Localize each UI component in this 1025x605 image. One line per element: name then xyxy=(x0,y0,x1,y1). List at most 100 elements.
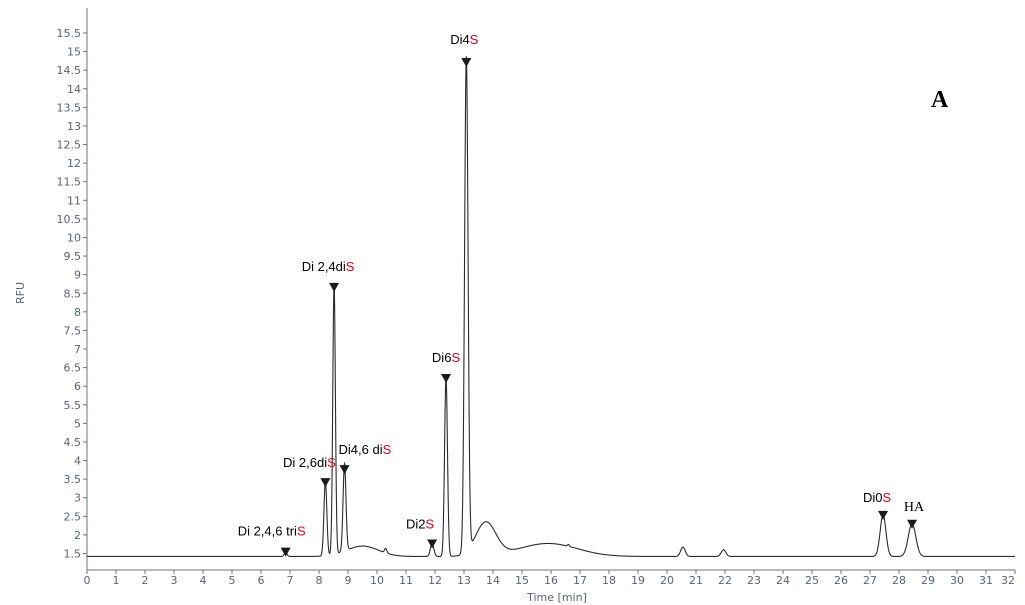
peak-label-name: Di 2,4di xyxy=(302,259,346,274)
peak-marker xyxy=(320,478,331,488)
x-tick-label: 32 xyxy=(1001,574,1015,587)
peak-label-name: Di4 xyxy=(450,32,470,47)
peak-label-sulfate-suffix: S xyxy=(327,455,336,470)
peak-marker xyxy=(461,57,472,67)
x-tick-label: 4 xyxy=(200,574,207,587)
x-tick-label: 30 xyxy=(950,574,964,587)
x-tick-label: 12 xyxy=(428,574,442,587)
peak-marker xyxy=(441,374,452,384)
peak-marker xyxy=(878,510,889,520)
peak-label: Di0S xyxy=(863,490,892,505)
peak-label: Di 2,6diS xyxy=(283,455,336,470)
x-tick-label: 9 xyxy=(345,574,352,587)
x-tick-label: 1 xyxy=(113,574,120,587)
x-tick-label: 23 xyxy=(747,574,761,587)
x-tick-label: 29 xyxy=(921,574,935,587)
x-tick-label: 16 xyxy=(544,574,558,587)
peak-marker xyxy=(329,282,340,292)
y-tick-label: 4 xyxy=(74,455,81,468)
peak-label: Di2S xyxy=(406,516,435,531)
x-tick-label: 8 xyxy=(316,574,323,587)
x-tick-label: 11 xyxy=(399,574,413,587)
y-tick-label: 12 xyxy=(67,157,81,170)
peak-label-sulfate-suffix: S xyxy=(882,490,891,505)
x-tick-label: 17 xyxy=(573,574,587,587)
peak-label-name: Di4,6 di xyxy=(339,442,383,457)
peak-label-name: Di 2,6di xyxy=(283,455,327,470)
y-tick-label: 14 xyxy=(67,83,81,96)
peak-label-sulfate-suffix: S xyxy=(426,516,435,531)
y-tick-label: 1.5 xyxy=(64,548,82,561)
peak-marker xyxy=(907,519,918,529)
y-tick-label: 3 xyxy=(74,492,81,505)
x-tick-label: 20 xyxy=(660,574,674,587)
y-tick-label: 3.5 xyxy=(64,473,82,486)
y-tick-label: 7.5 xyxy=(64,324,82,337)
y-tick-label: 6 xyxy=(74,380,81,393)
panel-label: A xyxy=(931,87,949,113)
chromatogram-trace xyxy=(87,56,1015,558)
x-tick-label: 18 xyxy=(602,574,616,587)
peak-label: Di 2,4diS xyxy=(302,259,355,274)
x-tick-label: 24 xyxy=(776,574,790,587)
y-tick-label: 13 xyxy=(67,120,81,133)
y-tick-label: 9 xyxy=(74,269,81,282)
x-tick-label: 26 xyxy=(834,574,848,587)
peak-marker xyxy=(339,465,350,475)
y-ticks: 1.5 2 2.5 3 3.5 4 4.5 5 5.5 6 6.5 7 7.5 8 8.5 9 9.5 10 10.… xyxy=(57,27,87,561)
y-tick-label: 15 xyxy=(67,46,81,59)
axes xyxy=(86,8,1015,571)
peak-label: HA xyxy=(904,500,925,515)
x-tick-label: 13 xyxy=(457,574,471,587)
y-tick-label: 11 xyxy=(67,194,81,207)
x-axis-title: Time [min] xyxy=(526,591,587,604)
y-tick-label: 5.5 xyxy=(64,399,82,412)
peak-label-sulfate-suffix: S xyxy=(451,350,460,365)
y-tick-label: 15.5 xyxy=(57,27,82,40)
x-tick-label: 6 xyxy=(258,574,265,587)
peak-label-name: Di 2,4,6 tri xyxy=(238,524,297,539)
y-tick-label: 14.5 xyxy=(57,64,82,77)
x-tick-label: 3 xyxy=(171,574,178,587)
x-ticks: 0 1 2 3 4 5 6 7 8 9 10 11 12 13 14 15 16 17 18 19 20 21 22 23 24… xyxy=(84,570,1016,587)
y-tick-label: 4.5 xyxy=(64,436,82,449)
peak-label-sulfate-suffix: S xyxy=(383,442,392,457)
x-tick-label: 5 xyxy=(229,574,236,587)
peak-label: Di6S xyxy=(432,350,461,365)
peak-label-sulfate-suffix: S xyxy=(297,524,306,539)
peak-marker xyxy=(280,547,291,557)
y-tick-label: 8.5 xyxy=(64,287,82,300)
y-tick-label: 2 xyxy=(74,529,81,542)
peak-label-name: HA xyxy=(904,500,925,515)
x-tick-label: 21 xyxy=(689,574,703,587)
x-tick-label: 19 xyxy=(631,574,645,587)
peak-label-name: Di6 xyxy=(432,350,452,365)
x-tick-label: 31 xyxy=(979,574,993,587)
y-tick-label: 13.5 xyxy=(57,101,82,114)
x-tick-label: 0 xyxy=(84,574,91,587)
peak-label-sulfate-suffix: S xyxy=(470,32,479,47)
y-tick-label: 2.5 xyxy=(64,510,82,523)
x-tick-label: 2 xyxy=(142,574,149,587)
x-tick-label: 27 xyxy=(863,574,877,587)
y-tick-label: 12.5 xyxy=(57,139,82,152)
y-tick-label: 9.5 xyxy=(64,250,82,263)
x-tick-label: 15 xyxy=(515,574,529,587)
peak-marker xyxy=(427,539,438,549)
x-tick-label: 10 xyxy=(370,574,384,587)
peak-markers xyxy=(280,57,918,557)
y-tick-label: 7 xyxy=(74,343,81,356)
y-tick-label: 10 xyxy=(67,231,81,244)
y-tick-label: 8 xyxy=(74,306,81,319)
peak-label: Di 2,4,6 triS xyxy=(238,524,306,539)
peak-label-name: Di2 xyxy=(406,516,426,531)
y-tick-label: 11.5 xyxy=(57,176,82,189)
x-tick-label: 28 xyxy=(892,574,906,587)
peak-label-sulfate-suffix: S xyxy=(346,259,355,274)
y-tick-label: 5 xyxy=(74,417,81,430)
x-tick-label: 25 xyxy=(805,574,819,587)
x-tick-label: 7 xyxy=(287,574,294,587)
x-tick-label: 14 xyxy=(486,574,500,587)
